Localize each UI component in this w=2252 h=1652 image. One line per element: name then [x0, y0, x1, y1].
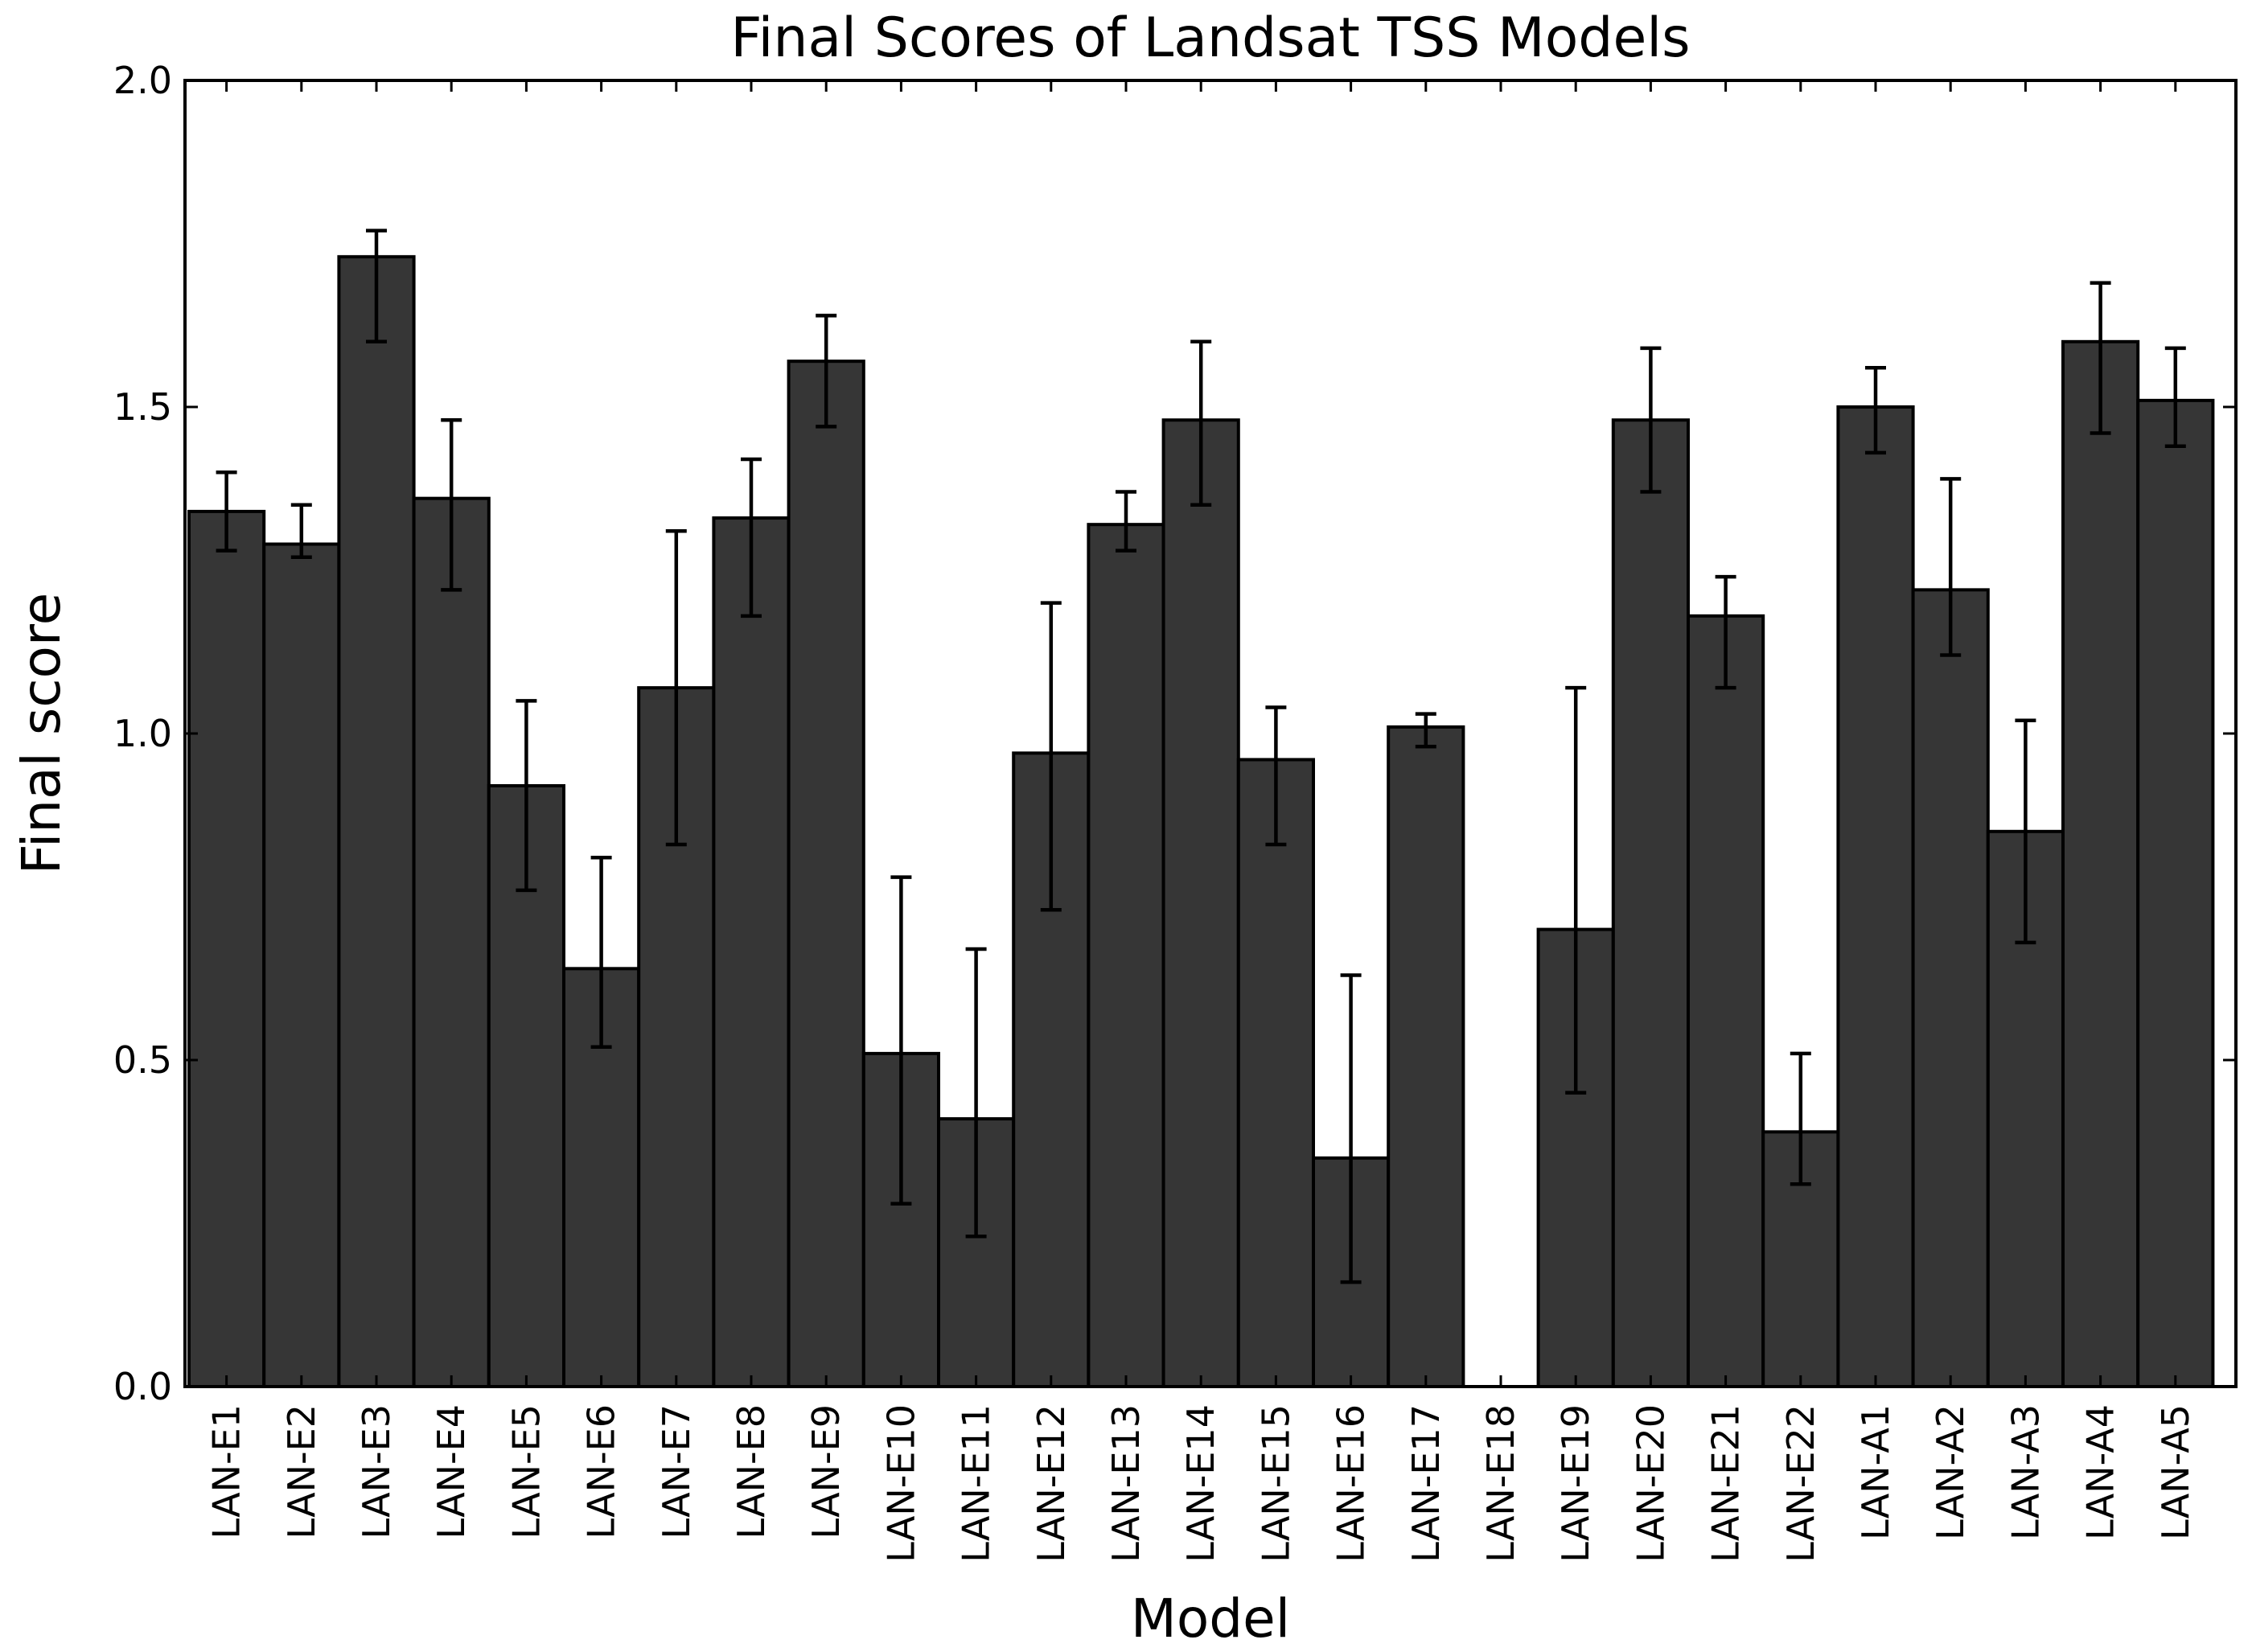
bar-lan-e13 [1087, 523, 1165, 1388]
x-ticks-group: LAN-E1 LAN-E2 LAN-E3 LAN-E4 LAN-E5 LAN-E6 LAN-… [205, 80, 2197, 1563]
bar-lan-e20 [1611, 418, 1691, 1388]
error-bar-lan-e20 [1640, 346, 1662, 494]
x-tick-label: LAN-E11 [955, 1404, 998, 1563]
x-tick-label: LAN-E7 [655, 1404, 698, 1539]
error-bar-lan-e19 [1565, 685, 1587, 1095]
bar-lan-a4 [2061, 339, 2140, 1388]
bar-lan-a1 [1836, 405, 1915, 1388]
error-bar-lan-e12 [1040, 601, 1062, 912]
x-tick-label: LAN-A1 [1854, 1404, 1897, 1540]
error-bar-lan-e8 [741, 457, 762, 618]
y-tick-label: 0.5 [113, 1038, 172, 1082]
y-tick-label: 1.5 [113, 385, 172, 429]
x-tick-label: LAN-E5 [504, 1404, 548, 1539]
error-bar-lan-a4 [2090, 281, 2111, 435]
x-axis-label: Model [1131, 1588, 1290, 1650]
bar-lan-e2 [262, 542, 341, 1388]
x-tick-label: LAN-E16 [1329, 1404, 1373, 1563]
error-bars-group [216, 228, 2186, 1284]
bar-lan-e14 [1161, 418, 1240, 1388]
x-tick-label: LAN-E19 [1554, 1404, 1597, 1563]
error-bar-lan-e7 [665, 529, 687, 847]
x-tick-label: LAN-E10 [879, 1404, 923, 1563]
error-bar-lan-e15 [1265, 705, 1287, 847]
error-bar-lan-a3 [2015, 718, 2036, 945]
error-bar-lan-e5 [516, 699, 537, 893]
x-tick-label: LAN-E17 [1404, 1404, 1448, 1563]
error-bar-lan-e21 [1715, 574, 1736, 690]
bar-lan-e17 [1387, 725, 1465, 1388]
x-tick-label: LAN-A4 [2079, 1404, 2123, 1540]
x-tick-label: LAN-E6 [580, 1404, 623, 1539]
error-bar-lan-e3 [366, 228, 387, 344]
x-tick-label: LAN-A5 [2154, 1404, 2197, 1540]
x-tick-label: LAN-E14 [1179, 1404, 1223, 1563]
bar-lan-e4 [412, 496, 491, 1388]
error-bar-lan-e4 [441, 417, 462, 592]
y-ticks-group: 0.0 0.5 1.0 1.5 2.0 [113, 59, 2236, 1408]
error-bar-lan-e11 [965, 947, 987, 1239]
error-bar-lan-e6 [590, 856, 612, 1050]
error-bar-lan-e13 [1116, 490, 1136, 553]
error-bar-lan-a2 [1940, 477, 1962, 657]
x-tick-label: LAN-E22 [1779, 1404, 1823, 1563]
y-tick-label: 0.0 [113, 1365, 172, 1408]
y-axis-label: Final score [10, 593, 72, 874]
x-tick-label: LAN-E15 [1254, 1404, 1297, 1563]
error-bar-lan-e17 [1415, 712, 1436, 749]
error-bar-lan-e16 [1340, 973, 1362, 1284]
x-tick-label: LAN-E1 [205, 1404, 249, 1539]
error-bar-lan-e2 [290, 503, 312, 560]
bar-lan-a2 [1911, 588, 1990, 1388]
x-tick-label: LAN-E21 [1704, 1404, 1748, 1563]
error-bar-lan-a1 [1865, 366, 1886, 455]
x-tick-label: LAN-E2 [280, 1404, 323, 1539]
bar-lan-e8 [712, 516, 791, 1388]
x-tick-label: LAN-A2 [1929, 1404, 1972, 1540]
x-tick-label: LAN-E13 [1104, 1404, 1148, 1563]
bar-lan-e21 [1687, 614, 1765, 1388]
error-bar-lan-e9 [816, 314, 837, 429]
y-tick-label: 2.0 [113, 59, 172, 102]
bar-lan-e15 [1236, 758, 1316, 1388]
bar-lan-e9 [787, 360, 865, 1388]
error-bar-lan-e22 [1790, 1051, 1811, 1186]
x-tick-label: LAN-A3 [2003, 1404, 2047, 1540]
bar-lan-e3 [337, 255, 416, 1388]
x-tick-label: LAN-E12 [1029, 1404, 1073, 1563]
error-bar-lan-e10 [890, 875, 912, 1206]
x-tick-label: LAN-E20 [1629, 1404, 1672, 1563]
x-tick-label: LAN-E3 [355, 1404, 398, 1539]
bar-lan-e1 [187, 509, 266, 1388]
bar-lan-a5 [2136, 398, 2215, 1388]
error-bar-lan-e1 [216, 470, 237, 553]
error-bar-lan-a5 [2164, 346, 2186, 448]
x-tick-label: LAN-E9 [804, 1404, 848, 1539]
x-tick-label: LAN-E18 [1479, 1404, 1523, 1563]
y-tick-label: 1.0 [113, 712, 172, 755]
chart-title: Final Scores of Landsat TSS Models [730, 6, 1690, 70]
error-bar-lan-e14 [1190, 339, 1212, 508]
x-tick-label: LAN-E4 [429, 1404, 473, 1539]
x-tick-label: LAN-E8 [729, 1404, 773, 1539]
